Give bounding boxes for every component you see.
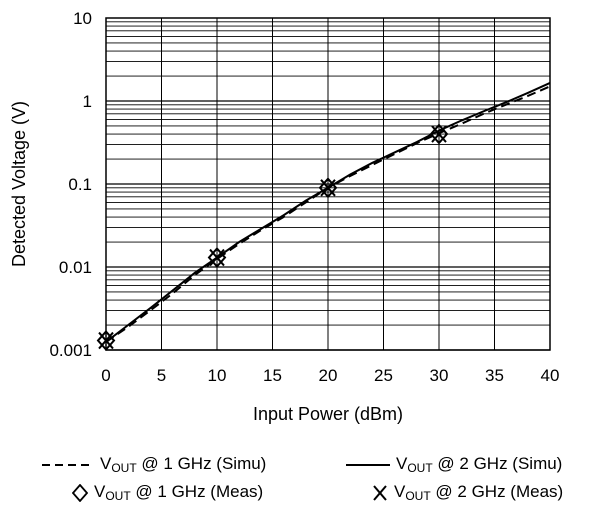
x-tick-label: 10 bbox=[208, 366, 227, 385]
legend-item-2ghz-simu: VOUT @ 2 GHz (Simu) bbox=[346, 454, 562, 475]
chart-svg: 0 5 10 15 20 25 30 35 40 0.001 0.01 0.1 1 10 Input P… bbox=[9, 9, 559, 424]
data-point-diamond bbox=[318, 177, 338, 199]
x-marker-icon bbox=[373, 484, 387, 501]
data-point-diamond bbox=[207, 247, 227, 269]
data-point-diamond bbox=[429, 123, 449, 145]
y-axis-label: Detected Voltage (V) bbox=[9, 101, 29, 267]
legend-text-main: V bbox=[100, 454, 112, 473]
y-tick-label: 1 bbox=[83, 92, 92, 111]
data-point-x bbox=[320, 179, 336, 197]
x-tick-label: 30 bbox=[430, 366, 449, 385]
x-tick-label: 35 bbox=[485, 366, 504, 385]
x-tick-label: 5 bbox=[157, 366, 166, 385]
y-tick-label: 0.1 bbox=[68, 175, 92, 194]
legend: VOUT @ 1 GHz (Simu) VOUT @ 2 GHz (Simu) … bbox=[0, 448, 612, 508]
legend-text-sub: OUT bbox=[407, 461, 433, 475]
legend-text-rest: @ 2 GHz (Simu) bbox=[432, 454, 563, 473]
x-tick-label: 15 bbox=[263, 366, 282, 385]
legend-text-main: V bbox=[394, 482, 406, 501]
legend-text-main: V bbox=[396, 454, 408, 473]
x-tick-label: 0 bbox=[101, 366, 110, 385]
legend-text-rest: @ 1 GHz (Simu) bbox=[136, 454, 267, 473]
y-tick-label: 0.01 bbox=[59, 258, 92, 277]
plot-frame bbox=[105, 17, 551, 351]
legend-text-rest: @ 1 GHz (Meas) bbox=[130, 482, 264, 501]
legend-item-1ghz-meas: VOUT @ 1 GHz (Meas) bbox=[72, 482, 263, 503]
x-axis-label: Input Power (dBm) bbox=[253, 404, 403, 424]
y-tick-labels: 0.001 0.01 0.1 1 10 bbox=[49, 9, 92, 360]
legend-text-sub: OUT bbox=[111, 461, 137, 475]
x-tick-label: 40 bbox=[541, 366, 560, 385]
x-tick-label: 20 bbox=[319, 366, 338, 385]
grid-lines bbox=[105, 18, 551, 351]
data-point-x bbox=[209, 248, 225, 267]
legend-item-2ghz-meas: VOUT @ 2 GHz (Meas) bbox=[372, 482, 563, 503]
y-tick-label: 10 bbox=[73, 9, 92, 28]
y-tick-label: 0.001 bbox=[49, 341, 92, 360]
legend-item-1ghz-simu: VOUT @ 1 GHz (Simu) bbox=[42, 454, 266, 475]
x-tick-label: 25 bbox=[374, 366, 393, 385]
legend-text-sub: OUT bbox=[105, 489, 131, 503]
x-tick-labels: 0 5 10 15 20 25 30 35 40 bbox=[101, 366, 559, 385]
legend-text-main: V bbox=[94, 482, 106, 501]
legend-text-sub: OUT bbox=[405, 489, 431, 503]
legend-text-rest: @ 2 GHz (Meas) bbox=[430, 482, 564, 501]
diamond-marker-icon bbox=[72, 483, 88, 502]
dashed-line-swatch-icon bbox=[42, 463, 94, 466]
solid-line-swatch-icon bbox=[346, 463, 390, 466]
data-point-x bbox=[431, 125, 447, 143]
